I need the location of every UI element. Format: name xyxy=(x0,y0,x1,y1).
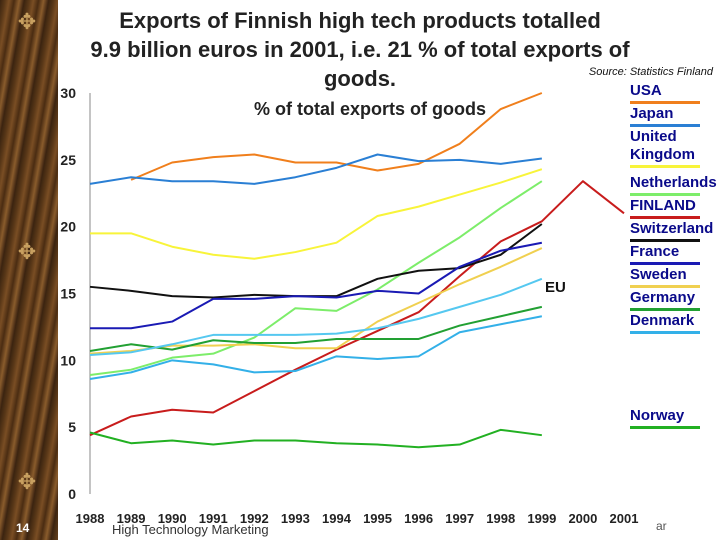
legend-swatch xyxy=(630,331,700,334)
legend-item: Sweden xyxy=(630,266,720,289)
legend-swatch xyxy=(630,239,700,242)
legend-label: Netherlands xyxy=(630,174,717,191)
legend-item: Netherlands xyxy=(630,174,720,197)
legend-label: Sweden xyxy=(630,266,687,283)
source-note: Source: Statistics Finland xyxy=(588,66,713,78)
series-line-eu xyxy=(89,277,543,356)
x-tick-label: 2001 xyxy=(610,511,639,526)
series-line-japan xyxy=(89,153,542,185)
legend-swatch xyxy=(630,285,700,288)
y-tick-label: 5 xyxy=(68,419,76,435)
series-line-denmark xyxy=(89,315,543,381)
y-tick-label: 30 xyxy=(60,85,76,101)
slide-number: 14 xyxy=(16,521,30,535)
x-tick-label: 1994 xyxy=(322,511,352,526)
series-line-germany xyxy=(89,305,543,352)
chart-legend: USA Japan United Kingdom Netherlands FINLAND S… xyxy=(630,82,720,430)
legend-label: Kingdom xyxy=(630,146,695,163)
chart-series xyxy=(89,92,625,449)
legend-item: France xyxy=(630,243,720,266)
legend-swatch xyxy=(630,101,700,104)
chart-axes: 0 5 10 15 20 25 30 1988 1989 1990 1991 1992 1993 1994… xyxy=(60,85,638,526)
x-tick-label: 1997 xyxy=(445,511,474,526)
legend-item: Switzerland xyxy=(630,220,720,243)
footer-text: High Technology Marketing xyxy=(112,522,269,537)
decorative-glyph-icon: ✥ xyxy=(17,240,37,265)
slide-title: Exports of Finnish high tech products to… xyxy=(70,6,650,93)
legend-item: Denmark xyxy=(630,312,720,335)
x-tick-label: 1999 xyxy=(527,511,556,526)
legend-label: USA xyxy=(630,82,662,99)
y-tick-label: 15 xyxy=(60,286,76,302)
legend-swatch xyxy=(630,124,700,127)
legend-swatch xyxy=(630,308,700,311)
series-line-france xyxy=(90,241,543,330)
legend-swatch xyxy=(630,193,700,196)
x-tick-label: 1998 xyxy=(486,511,515,526)
series-line-usa xyxy=(130,92,543,181)
legend-item: United Kingdom xyxy=(630,128,720,174)
x-tick-label: 1988 xyxy=(76,511,105,526)
slide-title-line-2: 9.9 billion euros in 2001, i.e. 21 % of … xyxy=(90,37,630,91)
legend-label: Denmark xyxy=(630,312,695,329)
legend-item: FINLAND xyxy=(630,197,720,220)
legend-swatch xyxy=(630,216,700,219)
legend-label: Germany xyxy=(630,289,696,306)
decorative-glyph-icon: ✥ xyxy=(17,470,37,495)
y-tick-label: 0 xyxy=(68,486,76,502)
legend-swatch xyxy=(630,262,700,265)
x-tick-label: 1993 xyxy=(281,511,310,526)
legend-label: United xyxy=(630,128,677,145)
wood-sidebar: ✥ ✥ ✥ xyxy=(0,0,58,540)
x-tick-label: 1989 xyxy=(117,511,146,526)
legend-item: Norway xyxy=(630,407,720,430)
x-tick-label: 1995 xyxy=(363,511,392,526)
footer-right-text: ar xyxy=(656,519,667,533)
y-tick-label: 25 xyxy=(60,152,76,168)
x-tick-label: 1996 xyxy=(404,511,433,526)
series-line-norway xyxy=(89,428,542,449)
x-tick-label: 1992 xyxy=(240,511,269,526)
legend-swatch xyxy=(630,165,700,168)
legend-item: Germany xyxy=(630,289,720,312)
series-line-united-kingdom xyxy=(90,168,543,260)
series-line-netherlands xyxy=(89,180,543,377)
series-line-finland xyxy=(89,180,625,437)
x-tick-label: 2000 xyxy=(568,511,597,526)
legend-item: Japan xyxy=(630,105,720,128)
legend-label: France xyxy=(630,243,680,260)
chart-title: % of total exports of goods xyxy=(254,99,486,119)
x-tick-label: 1990 xyxy=(158,511,187,526)
x-tick-label: 1991 xyxy=(199,511,228,526)
decorative-glyph-icon: ✥ xyxy=(17,10,37,35)
legend-label: FINLAND xyxy=(630,197,696,214)
y-tick-label: 20 xyxy=(60,219,76,235)
legend-item: USA xyxy=(630,82,720,105)
legend-label: Switzerland xyxy=(630,220,714,237)
legend-label: Japan xyxy=(630,105,674,122)
legend-swatch xyxy=(630,426,700,429)
legend-label: Norway xyxy=(630,407,685,424)
slide-title-line-1: Exports of Finnish high tech products to… xyxy=(119,8,601,33)
eu-annotation: EU xyxy=(545,279,566,296)
y-tick-label: 10 xyxy=(60,352,76,368)
